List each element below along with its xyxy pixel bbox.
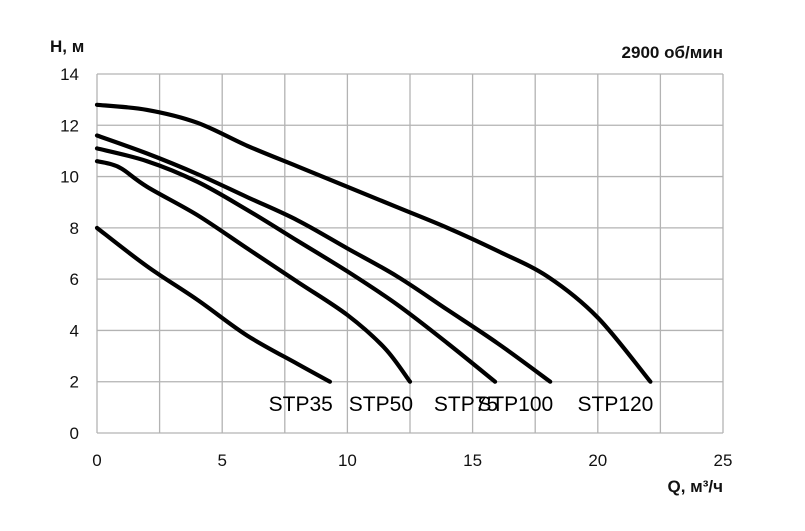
y-tick-label: 2 — [70, 373, 79, 392]
y-tick-label: 6 — [70, 270, 79, 289]
y-tick-label: 10 — [60, 168, 79, 187]
curve-stp75 — [94, 146, 498, 384]
tick-labels: 0 5 10 15 20 25 0 2 4 6 8 10 12 14 — [60, 65, 732, 470]
curves — [94, 102, 653, 384]
series-label-stp75: STP75 — [434, 393, 498, 416]
curve-stp50 — [94, 159, 413, 384]
x-tick-label: 10 — [338, 451, 357, 470]
x-axis-title: Q, м³/ч — [668, 477, 724, 496]
x-tick-label: 20 — [588, 451, 607, 470]
x-tick-label: 5 — [217, 451, 226, 470]
x-tick-label: 0 — [92, 451, 101, 470]
y-tick-label: 4 — [70, 321, 79, 340]
x-tick-label: 25 — [714, 451, 733, 470]
x-tick-label: 15 — [463, 451, 482, 470]
rpm-subtitle: 2900 об/мин — [622, 43, 723, 62]
y-tick-label: 0 — [70, 424, 79, 443]
series-label-stp50: STP50 — [349, 393, 413, 416]
series-label-stp100: STP100 — [477, 393, 553, 416]
y-tick-label: 14 — [60, 65, 79, 84]
curve-stp35 — [94, 225, 332, 384]
y-axis-title: H, м — [50, 37, 84, 56]
y-tick-label: 12 — [60, 116, 79, 135]
curve-stp100 — [94, 133, 553, 384]
series-label-stp35: STP35 — [269, 393, 333, 416]
series-label-stp120: STP120 — [577, 393, 653, 416]
curve-stp120 — [94, 102, 653, 384]
y-tick-label: 8 — [70, 219, 79, 238]
